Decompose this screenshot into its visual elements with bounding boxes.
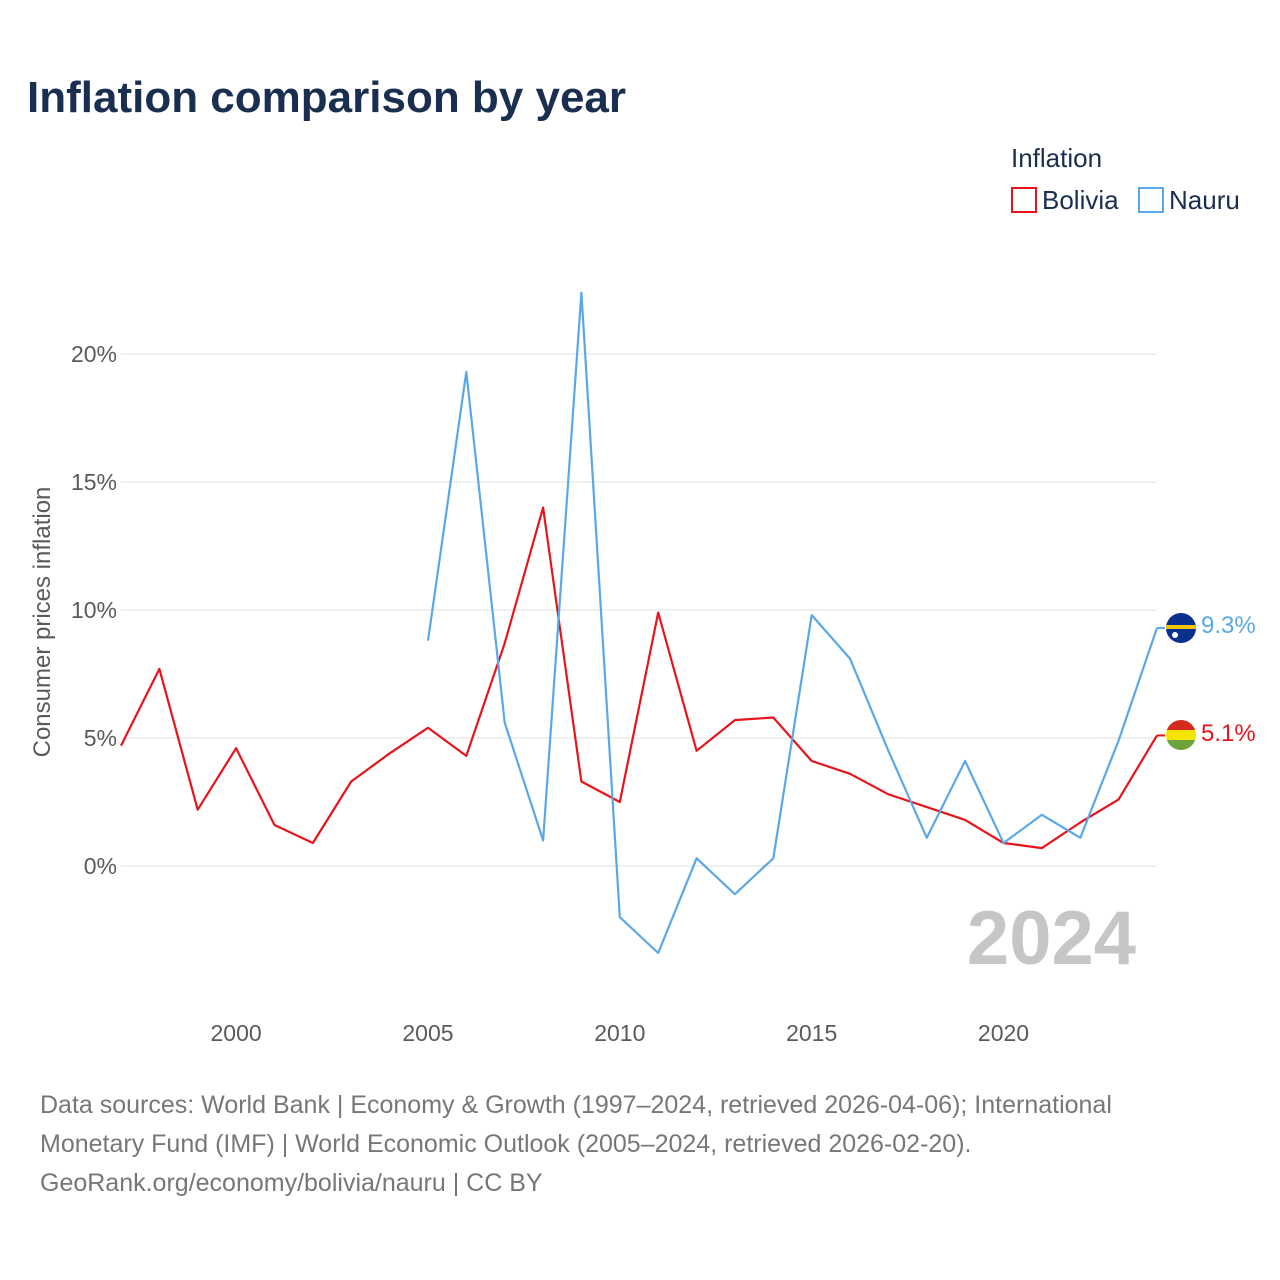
footer-line-3[interactable]: GeoRank.org/economy/bolivia/nauru | CC B… (40, 1169, 543, 1197)
footer-line-1: Data sources: World Bank | Economy & Gro… (40, 1091, 1112, 1119)
data-sources-footer: Data sources: World Bank | Economy & Gro… (40, 1086, 1240, 1203)
bolivia-flag-icon (1166, 720, 1196, 750)
y-tick-label: 15% (71, 469, 117, 495)
bolivia-end-value: 5.1% (1201, 720, 1256, 747)
inflation-chart: Inflation comparison by year Inflation B… (27, 73, 1256, 1046)
footer-line-2: Monetary Fund (IMF) | World Economic Out… (40, 1130, 972, 1158)
gridlines (121, 353, 1157, 867)
y-axis-title: Consumer prices inflation (29, 487, 56, 758)
x-tick-label: 2005 (402, 1020, 453, 1046)
year-watermark: 2024 (967, 896, 1136, 981)
legend-item-bolivia[interactable]: Bolivia (1011, 185, 1119, 215)
x-tick-label: 2010 (594, 1020, 645, 1046)
series-lines (120, 291, 1165, 955)
legend-label-nauru: Nauru (1169, 185, 1240, 215)
x-tick-label: 2020 (978, 1020, 1029, 1046)
y-tick-label: 10% (71, 597, 117, 623)
y-tick-label: 5% (84, 725, 117, 751)
y-axis-ticks: 0% 5% 10% 15% 20% (71, 341, 117, 879)
legend-swatch-nauru (1138, 187, 1164, 213)
x-axis-ticks: 2000 2005 2010 2015 2020 (211, 1020, 1030, 1046)
y-tick-label: 20% (71, 341, 117, 367)
legend-title: Inflation (1011, 143, 1102, 173)
nauru-end-value: 9.3% (1201, 612, 1256, 639)
series-line-nauru (426, 291, 1159, 955)
x-tick-label: 2000 (211, 1020, 262, 1046)
y-tick-label: 0% (84, 853, 117, 879)
legend-item-nauru[interactable]: Nauru (1138, 185, 1240, 215)
series-line-bolivia (120, 506, 1158, 850)
nauru-flag-icon (1166, 613, 1196, 643)
x-tick-label: 2015 (786, 1020, 837, 1046)
legend-label-bolivia: Bolivia (1042, 185, 1119, 215)
chart-title: Inflation comparison by year (27, 73, 626, 122)
legend-swatch-bolivia (1011, 187, 1037, 213)
